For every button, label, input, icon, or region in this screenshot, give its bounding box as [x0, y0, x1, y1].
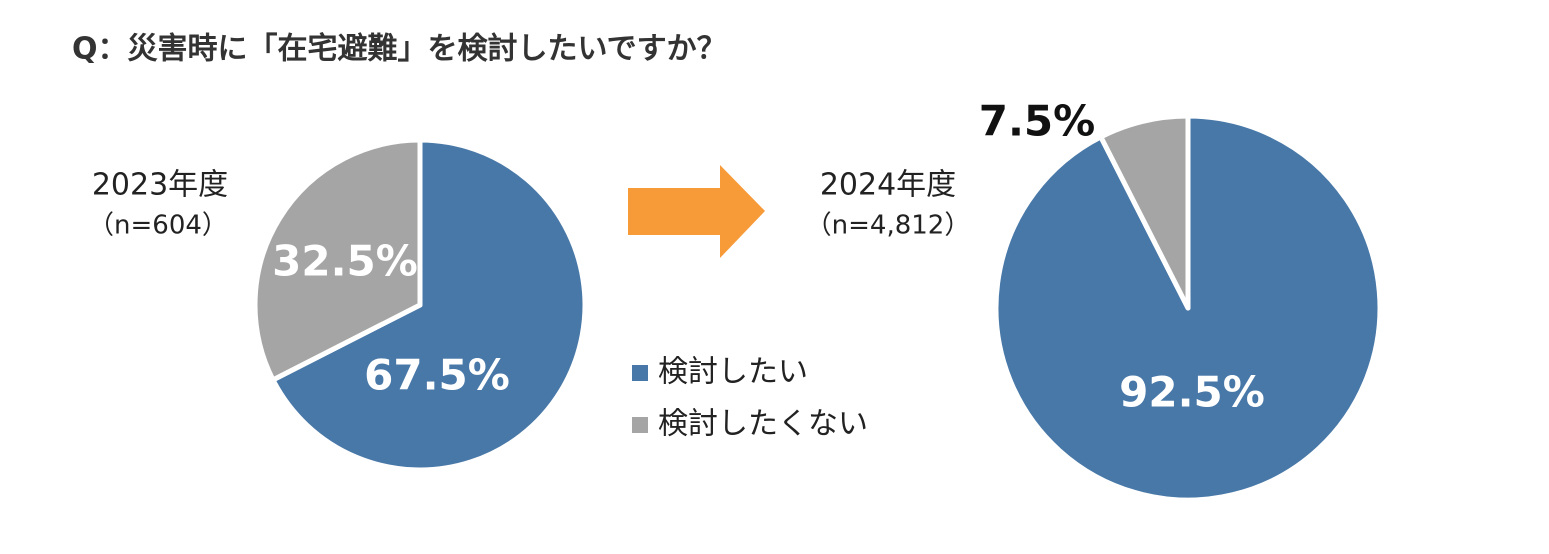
pie-slice	[270, 137, 588, 473]
pie-slice	[1098, 113, 1191, 311]
data-label: 7.5%	[979, 97, 1095, 146]
data-label: 67.5%	[364, 351, 510, 400]
chart-title: 2023年度	[92, 168, 228, 203]
chart-subtitle: （n=604）	[88, 211, 228, 241]
data-label: 32.5%	[272, 237, 418, 286]
chart-subtitle: （n=4,812）	[806, 211, 971, 241]
legend-label: 検討したくない	[658, 407, 868, 442]
legend-swatch	[632, 365, 648, 381]
pie-slice	[252, 137, 423, 383]
legend-swatch	[632, 417, 648, 433]
arrow	[628, 165, 765, 258]
data-label: 92.5%	[1119, 368, 1265, 417]
chart-title: 2024年度	[820, 168, 956, 203]
page-title: Q：災害時に「在宅避難」を検討したいですか？	[72, 32, 727, 67]
legend-label: 検討したい	[658, 355, 808, 390]
